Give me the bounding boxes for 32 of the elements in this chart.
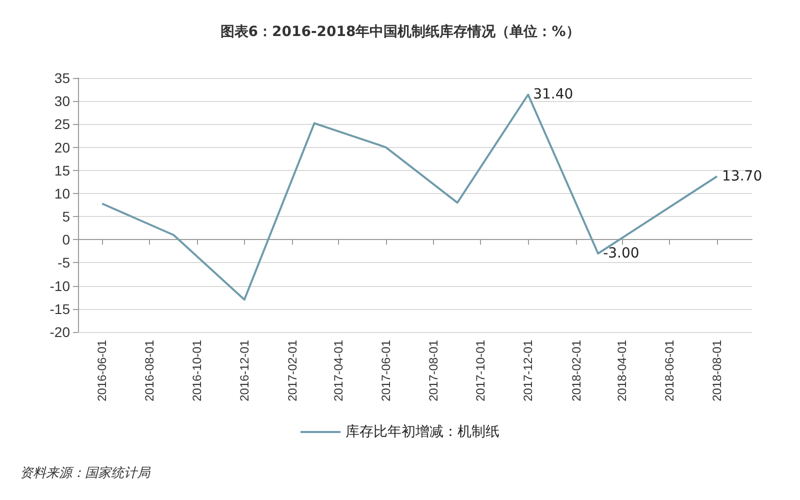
data-label: -3.00 — [603, 245, 640, 262]
x-tick-label: 2016-08-01 — [142, 340, 157, 402]
text: 资料来源：国家统计局 — [20, 465, 151, 481]
y-tick-label: 0 — [62, 232, 70, 248]
data-label: 31.40 — [533, 86, 574, 103]
x-tick-label: 2016-12-01 — [237, 340, 252, 402]
x-tick-label: 2017-04-01 — [331, 340, 346, 402]
data-label: 13.70 — [722, 168, 762, 184]
y-tick-label: 25 — [54, 116, 70, 132]
x-tick-label: 2018-04-01 — [615, 340, 630, 402]
x-tick-label: 2018-06-01 — [662, 340, 677, 402]
x-tick-label: 2018-02-01 — [569, 340, 584, 402]
x-tick-label: 2017-02-01 — [286, 340, 300, 402]
legend-label: 库存比年初增减：机制纸 — [346, 424, 500, 440]
y-tick-label: 15 — [54, 162, 70, 178]
y-tick-label: 35 — [54, 70, 70, 86]
y-tick-label: 10 — [54, 185, 70, 202]
chart-title: 图表6：2016-2018年中国机制纸库存情况（单位：%） — [220, 23, 580, 40]
y-tick-label: -5 — [58, 254, 70, 271]
x-tick-label: 2017-12-01 — [521, 340, 536, 402]
x-tick-label: 2018-08-01 — [710, 340, 724, 402]
y-tick-label: -15 — [50, 300, 70, 317]
y-tick-label: -10 — [50, 278, 70, 294]
y-tick-label: 30 — [54, 93, 70, 110]
y-tick-label: 20 — [54, 139, 70, 156]
x-tick-label: 2016-06-01 — [95, 340, 110, 402]
y-tick-label: 5 — [62, 208, 70, 225]
x-tick-label: 2017-08-01 — [426, 340, 440, 402]
x-tick-label: 2017-06-01 — [378, 340, 393, 402]
y-tick-label: -20 — [50, 324, 70, 340]
x-tick-label: 2016-10-01 — [190, 340, 204, 402]
x-tick-label: 2017-10-01 — [474, 340, 488, 402]
